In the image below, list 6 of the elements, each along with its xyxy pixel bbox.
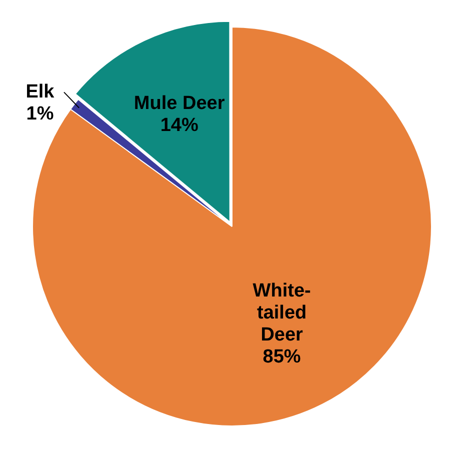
slice-label: Mule Deer [134,92,226,114]
slice-label: Elk [26,81,55,102]
data-label: 14% [160,114,198,136]
slice-label: White-tailed Deer [252,280,311,346]
data-label: 1% [26,103,54,124]
data-label: 85% [262,346,301,368]
